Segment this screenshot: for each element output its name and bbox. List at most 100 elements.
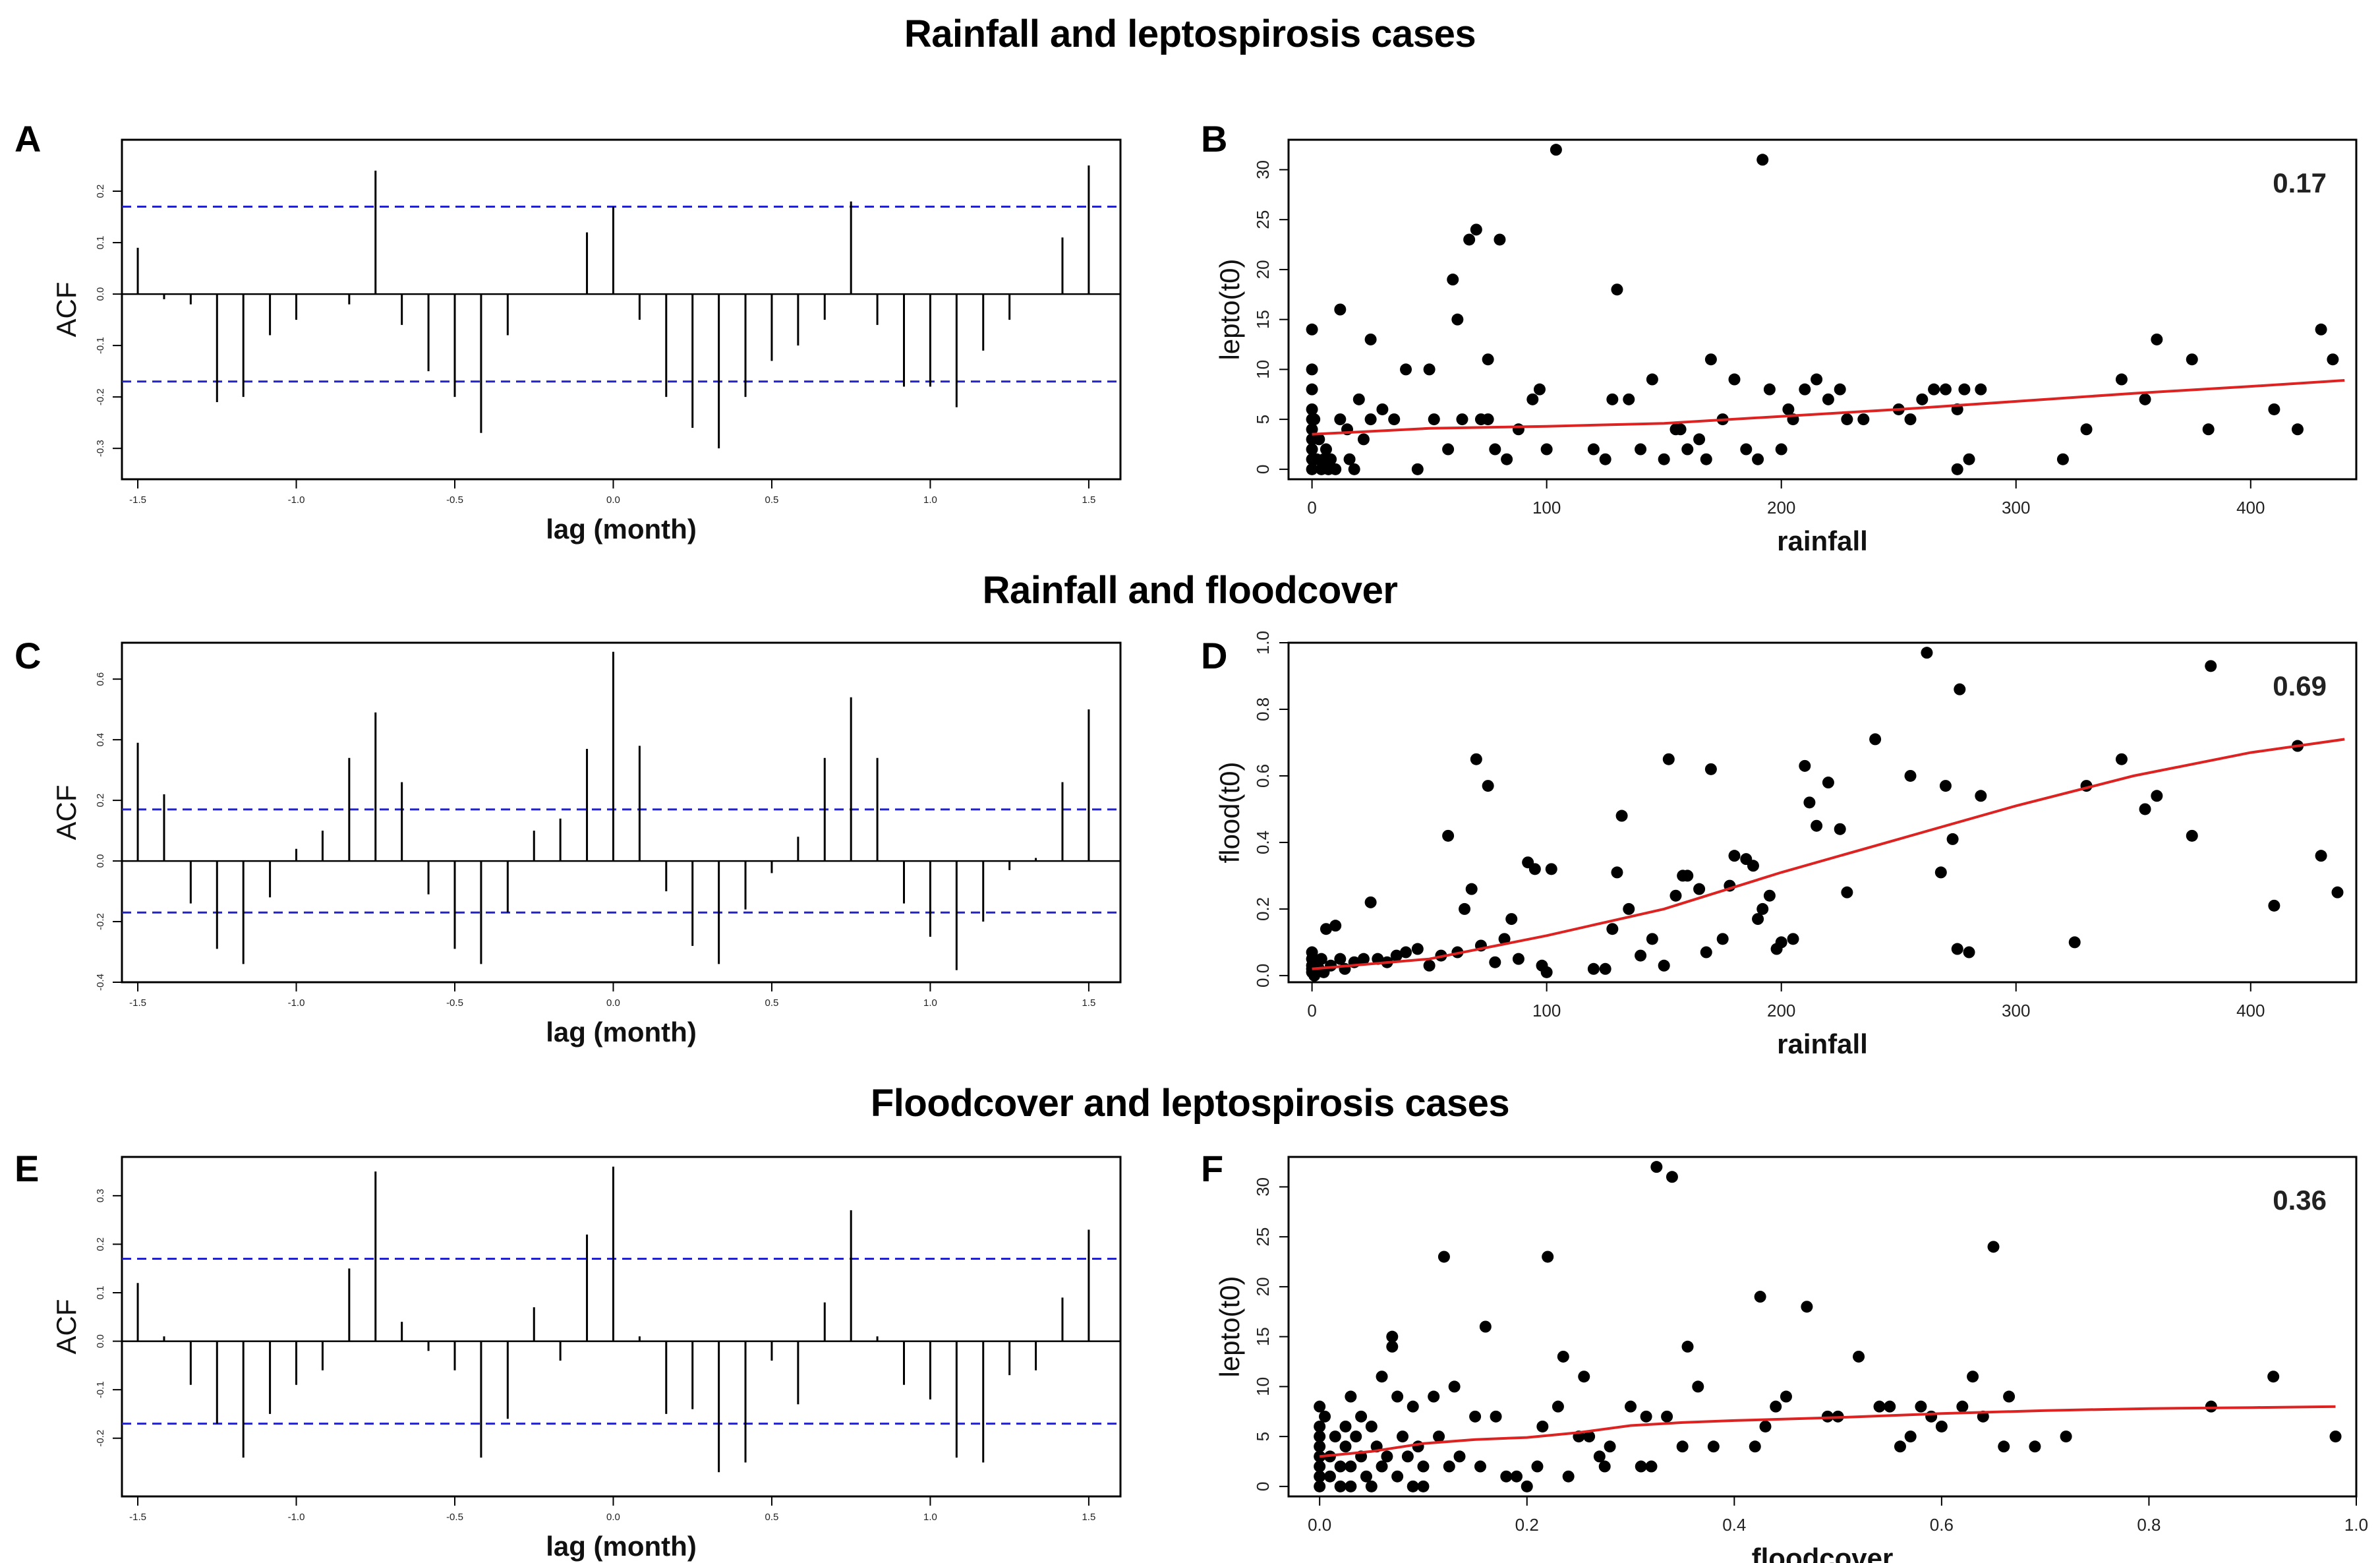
data-point [1381, 1450, 1393, 1463]
data-point [1511, 1470, 1523, 1483]
data-point [1329, 463, 1342, 475]
data-point [1345, 1480, 1357, 1492]
data-point [1834, 823, 1846, 835]
data-point [1407, 1400, 1419, 1413]
data-point [1606, 923, 1619, 935]
data-point [1357, 433, 1370, 446]
data-point [1700, 453, 1712, 465]
data-point [1625, 1400, 1637, 1413]
plot-frame [1287, 138, 2358, 481]
data-point [1623, 393, 1635, 405]
data-point [1345, 1460, 1357, 1473]
x-tick-label: 0 [1307, 1001, 1316, 1020]
data-point [1975, 790, 1987, 802]
x-axis-label: lag (month) [546, 1531, 697, 1562]
data-point [1599, 453, 1611, 465]
data-point [1704, 353, 1717, 366]
data-point [2202, 423, 2215, 436]
data-point [1780, 1390, 1792, 1403]
data-point [1528, 863, 1541, 875]
data-point [1352, 393, 1365, 405]
data-point [1470, 753, 1482, 765]
data-point [1550, 144, 1562, 156]
data-point [2115, 753, 2128, 765]
data-point [1904, 1430, 1917, 1443]
data-point [1320, 923, 1332, 935]
data-point [1728, 373, 1741, 386]
data-point [1904, 413, 1917, 426]
data-point [1635, 949, 1647, 962]
data-point [1951, 943, 1963, 955]
x-tick-label: -0.5 [446, 494, 463, 506]
data-point [1822, 393, 1834, 405]
data-point [1433, 1430, 1445, 1443]
panel-letter-c: C [15, 635, 42, 676]
data-point [1958, 383, 1971, 396]
data-point [1925, 1410, 1938, 1423]
data-point [1635, 1460, 1647, 1473]
data-point [1323, 1470, 1336, 1483]
data-point [1376, 1371, 1388, 1383]
x-tick-label: 0.2 [1515, 1515, 1539, 1535]
loess-line [1312, 738, 2345, 970]
data-point [1348, 463, 1360, 475]
data-point [1611, 866, 1623, 879]
data-point [1423, 363, 1436, 376]
data-point [1775, 936, 1787, 949]
data-point [1306, 403, 1318, 415]
section-title-flood-lepto: Floodcover and leptospirosis cases [870, 1082, 1510, 1125]
data-point [1306, 443, 1318, 456]
data-point [1500, 1470, 1513, 1483]
data-point [2291, 423, 2304, 436]
data-point [1306, 363, 1318, 376]
data-point [1834, 383, 1846, 396]
data-point [2060, 1430, 2072, 1443]
panel-letter-b: B [1201, 118, 1228, 160]
data-point [1707, 1440, 1720, 1453]
data-point [1314, 1440, 1326, 1453]
y-tick-label: 0.1 [95, 1286, 106, 1300]
x-axis-label: floodcover [1752, 1543, 1894, 1563]
data-point [1334, 953, 1347, 965]
data-point [1364, 896, 1377, 908]
data-point [1782, 403, 1795, 415]
data-point [1482, 413, 1494, 426]
data-point [1661, 1410, 1673, 1423]
data-point [1386, 1340, 1399, 1353]
data-point [1350, 1430, 1362, 1443]
data-point [2151, 790, 2163, 802]
data-point [1987, 1241, 2000, 1253]
data-point [1314, 1430, 1326, 1443]
y-tick-label: 0.0 [95, 287, 106, 301]
data-point [1822, 777, 1834, 789]
y-tick-label: 0.2 [1253, 897, 1273, 921]
data-point [1391, 1390, 1404, 1403]
x-axis-label: rainfall [1777, 1028, 1868, 1059]
data-point [1803, 796, 1816, 809]
data-point [1681, 443, 1694, 456]
data-point [1545, 863, 1557, 875]
y-tick-label: 0.4 [1253, 831, 1273, 854]
data-point [1447, 274, 1459, 286]
x-tick-label: 300 [2002, 498, 2030, 517]
data-point [1921, 647, 1933, 659]
data-point [1308, 413, 1321, 426]
x-tick-label: 0.8 [2137, 1515, 2161, 1535]
data-point [1935, 1420, 1948, 1432]
data-point [1754, 1291, 1766, 1303]
correlation-value: 0.17 [2273, 167, 2327, 198]
data-point [1967, 1371, 1979, 1383]
data-point [2139, 803, 2151, 815]
data-point [1315, 953, 1327, 965]
data-point [1334, 303, 1347, 316]
data-point [1873, 1400, 1886, 1413]
data-point [1463, 233, 1476, 246]
data-point [1841, 413, 1853, 426]
data-point [1763, 383, 1776, 396]
data-point [1640, 1410, 1652, 1423]
x-tick-label: 400 [2236, 498, 2265, 517]
data-point [1376, 1460, 1388, 1473]
data-point [1482, 353, 1494, 366]
y-tick-label: -0.1 [95, 337, 106, 354]
data-point [1319, 1410, 1331, 1423]
